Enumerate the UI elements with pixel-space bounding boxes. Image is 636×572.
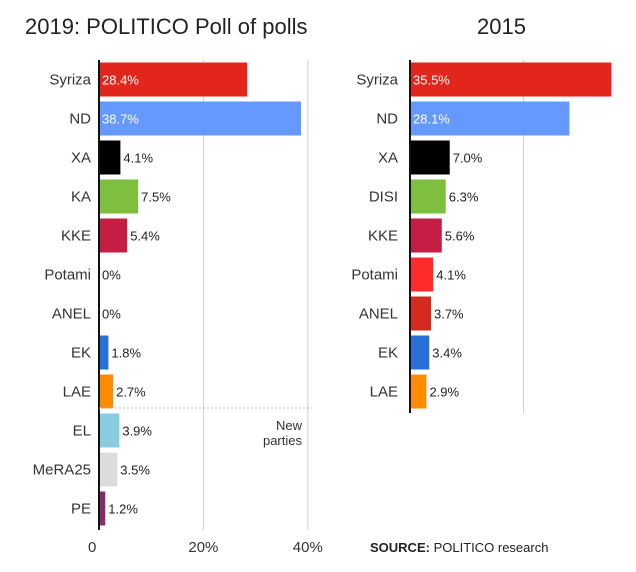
- p2019-bar-ek: [99, 335, 109, 370]
- p2019-value-label: 7.5%: [141, 190, 171, 205]
- p2015-value-label: 28.1%: [413, 112, 450, 127]
- p2019-value-label: 0%: [102, 268, 121, 283]
- p2019-category-label: ANEL: [52, 306, 91, 323]
- p2019-bar-syriza: [99, 62, 248, 97]
- new-parties-annotation-line: parties: [263, 433, 303, 448]
- new-parties-annotation-line: New: [276, 418, 303, 433]
- p2019-category-label: EK: [71, 345, 91, 362]
- p2015-value-label: 35.5%: [413, 73, 450, 88]
- p2015-value-label: 7.0%: [453, 151, 483, 166]
- source-text: POLITICO research: [433, 540, 549, 555]
- source-label: SOURCE:: [370, 540, 430, 555]
- p2015-value-label: 2.9%: [429, 385, 459, 400]
- p2015-category-label: XA: [378, 150, 398, 167]
- p2019-category-label: ND: [69, 111, 91, 128]
- p2019-value-label: 1.8%: [111, 346, 141, 361]
- p2019-bar-pe: [99, 491, 106, 526]
- p2015-bar-syriza: [410, 62, 612, 97]
- p2019-bar-xa: [99, 140, 121, 175]
- p2015-category-label: Syriza: [356, 72, 398, 89]
- p2015-bar-kke: [410, 218, 442, 253]
- p2019-category-label: Syriza: [49, 72, 91, 89]
- p2019-category-label: MeRA25: [33, 462, 91, 479]
- p2015-category-label: LAE: [370, 384, 398, 401]
- p2015-category-label: EK: [378, 345, 398, 362]
- p2019-value-label: 5.4%: [130, 229, 160, 244]
- p2015-category-label: Potami: [351, 267, 398, 284]
- p2019-value-label: 38.7%: [102, 112, 139, 127]
- p2015-category-label: ANEL: [359, 306, 398, 323]
- p2019-value-label: 2.7%: [116, 385, 146, 400]
- p2019-value-label: 3.5%: [120, 463, 150, 478]
- chart-title-2019: 2019: POLITICO Poll of polls: [25, 14, 308, 39]
- p2015-bar-nd: [410, 101, 570, 136]
- p2019-bar-el: [99, 413, 120, 448]
- p2015-bar-anel: [410, 296, 431, 331]
- p2019-bar-nd: [99, 101, 302, 136]
- p2019-x-tick-label: 0: [88, 539, 96, 556]
- p2019-x-tick-label: 20%: [188, 539, 218, 556]
- p2015-category-label: ND: [376, 111, 398, 128]
- p2019-value-label: 0%: [102, 307, 121, 322]
- p2015-category-label: DISI: [369, 189, 398, 206]
- p2019-x-tick-label: 40%: [293, 539, 323, 556]
- chart-title-2015: 2015: [477, 14, 526, 39]
- p2019-value-label: 4.1%: [123, 151, 153, 166]
- p2015-bar-potami: [410, 257, 434, 292]
- p2015-category-label: KKE: [368, 228, 398, 245]
- p2019-bar-ka: [99, 179, 139, 214]
- p2019-category-label: KKE: [61, 228, 91, 245]
- p2015-bar-lae: [410, 374, 427, 409]
- p2015-value-label: 3.7%: [434, 307, 464, 322]
- p2015-bar-xa: [410, 140, 450, 175]
- p2019-category-label: PE: [71, 501, 91, 518]
- p2015-bar-disi: [410, 179, 446, 214]
- p2019-value-label: 1.2%: [108, 502, 138, 517]
- p2019-category-label: XA: [71, 150, 91, 167]
- p2019-category-label: KA: [71, 189, 91, 206]
- p2019-bar-kke: [99, 218, 128, 253]
- new-parties-annotation: New parties: [263, 418, 303, 448]
- p2019-bar-mera25: [99, 452, 118, 487]
- p2019-category-label: LAE: [63, 384, 91, 401]
- p2015-bar-ek: [410, 335, 430, 370]
- p2019-value-label: 28.4%: [102, 73, 139, 88]
- p2015-value-label: 5.6%: [445, 229, 475, 244]
- p2019-category-label: EL: [73, 423, 91, 440]
- p2015-value-label: 3.4%: [432, 346, 462, 361]
- p2019-category-label: Potami: [44, 267, 91, 284]
- p2015-value-label: 6.3%: [449, 190, 479, 205]
- p2019-value-label: 3.9%: [122, 424, 152, 439]
- p2015-value-label: 4.1%: [436, 268, 466, 283]
- p2019-bar-lae: [99, 374, 114, 409]
- source-note: SOURCE: POLITICO research: [370, 540, 548, 555]
